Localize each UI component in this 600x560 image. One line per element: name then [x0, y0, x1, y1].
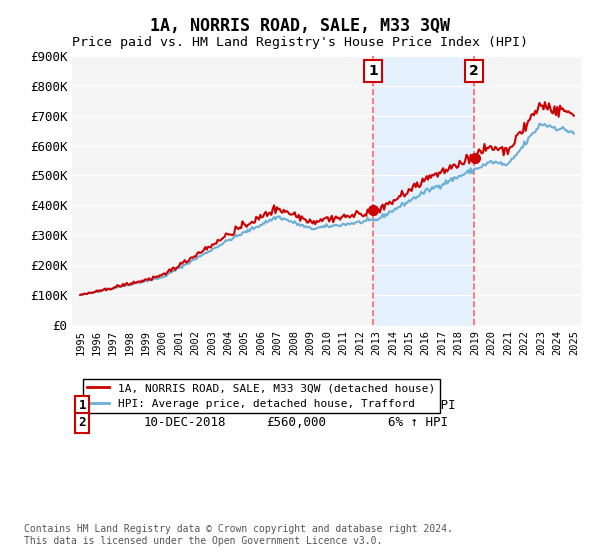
- Text: 12% ↑ HPI: 12% ↑ HPI: [388, 399, 456, 412]
- Legend: 1A, NORRIS ROAD, SALE, M33 3QW (detached house), HPI: Average price, detached ho: 1A, NORRIS ROAD, SALE, M33 3QW (detached…: [83, 379, 440, 413]
- Text: 10-DEC-2018: 10-DEC-2018: [143, 417, 226, 430]
- Text: 2: 2: [469, 64, 479, 78]
- Text: 6% ↑ HPI: 6% ↑ HPI: [388, 417, 448, 430]
- Text: £384,000: £384,000: [266, 399, 326, 412]
- Text: Contains HM Land Registry data © Crown copyright and database right 2024.
This d: Contains HM Land Registry data © Crown c…: [24, 524, 453, 546]
- Text: £560,000: £560,000: [266, 417, 326, 430]
- Text: 1A, NORRIS ROAD, SALE, M33 3QW: 1A, NORRIS ROAD, SALE, M33 3QW: [150, 17, 450, 35]
- Text: 1: 1: [368, 64, 378, 78]
- Text: 23-OCT-2012: 23-OCT-2012: [143, 399, 226, 412]
- Text: Price paid vs. HM Land Registry's House Price Index (HPI): Price paid vs. HM Land Registry's House …: [72, 36, 528, 49]
- Text: 1: 1: [79, 399, 86, 412]
- Text: 2: 2: [79, 417, 86, 430]
